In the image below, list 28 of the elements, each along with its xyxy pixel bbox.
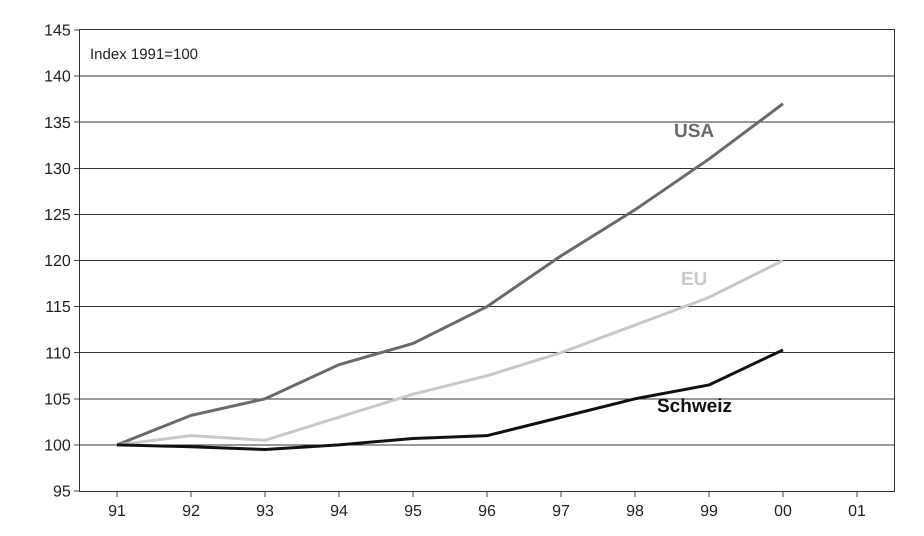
y-tick-label: 100 [44,438,71,454]
y-tick-label: 110 [45,345,71,362]
y-tick-label: 140 [44,68,71,86]
x-tick-label: 92 [182,503,200,520]
series-label: USA [674,121,714,142]
x-tick-label: 93 [256,503,274,520]
line-series [116,102,784,446]
line-series [116,348,784,452]
y-tick-label: 145 [44,22,71,40]
y-tick-label: 135 [44,114,71,132]
x-tick-label: 97 [552,503,570,520]
x-tick-label: 98 [626,503,644,520]
series-label: Schweiz [657,396,732,417]
x-tick-label: 95 [404,503,422,520]
y-tick-label: 105 [44,391,71,408]
y-tick-label: 95 [53,484,71,501]
x-tick-label: 91 [108,503,126,520]
line-series [116,259,784,446]
x-tick-label: 94 [330,503,348,520]
annotation: Index 1991=100 [90,46,198,63]
y-tick-label: 125 [44,207,71,224]
y-tick-label: 130 [44,160,71,178]
x-tick-label: 01 [848,503,866,520]
x-tick-label: 99 [700,503,718,520]
x-tick-label: 00 [774,503,792,520]
x-tick-label: 96 [478,503,496,520]
y-tick-label: 115 [45,299,71,316]
y-tick-label: 120 [44,253,71,270]
